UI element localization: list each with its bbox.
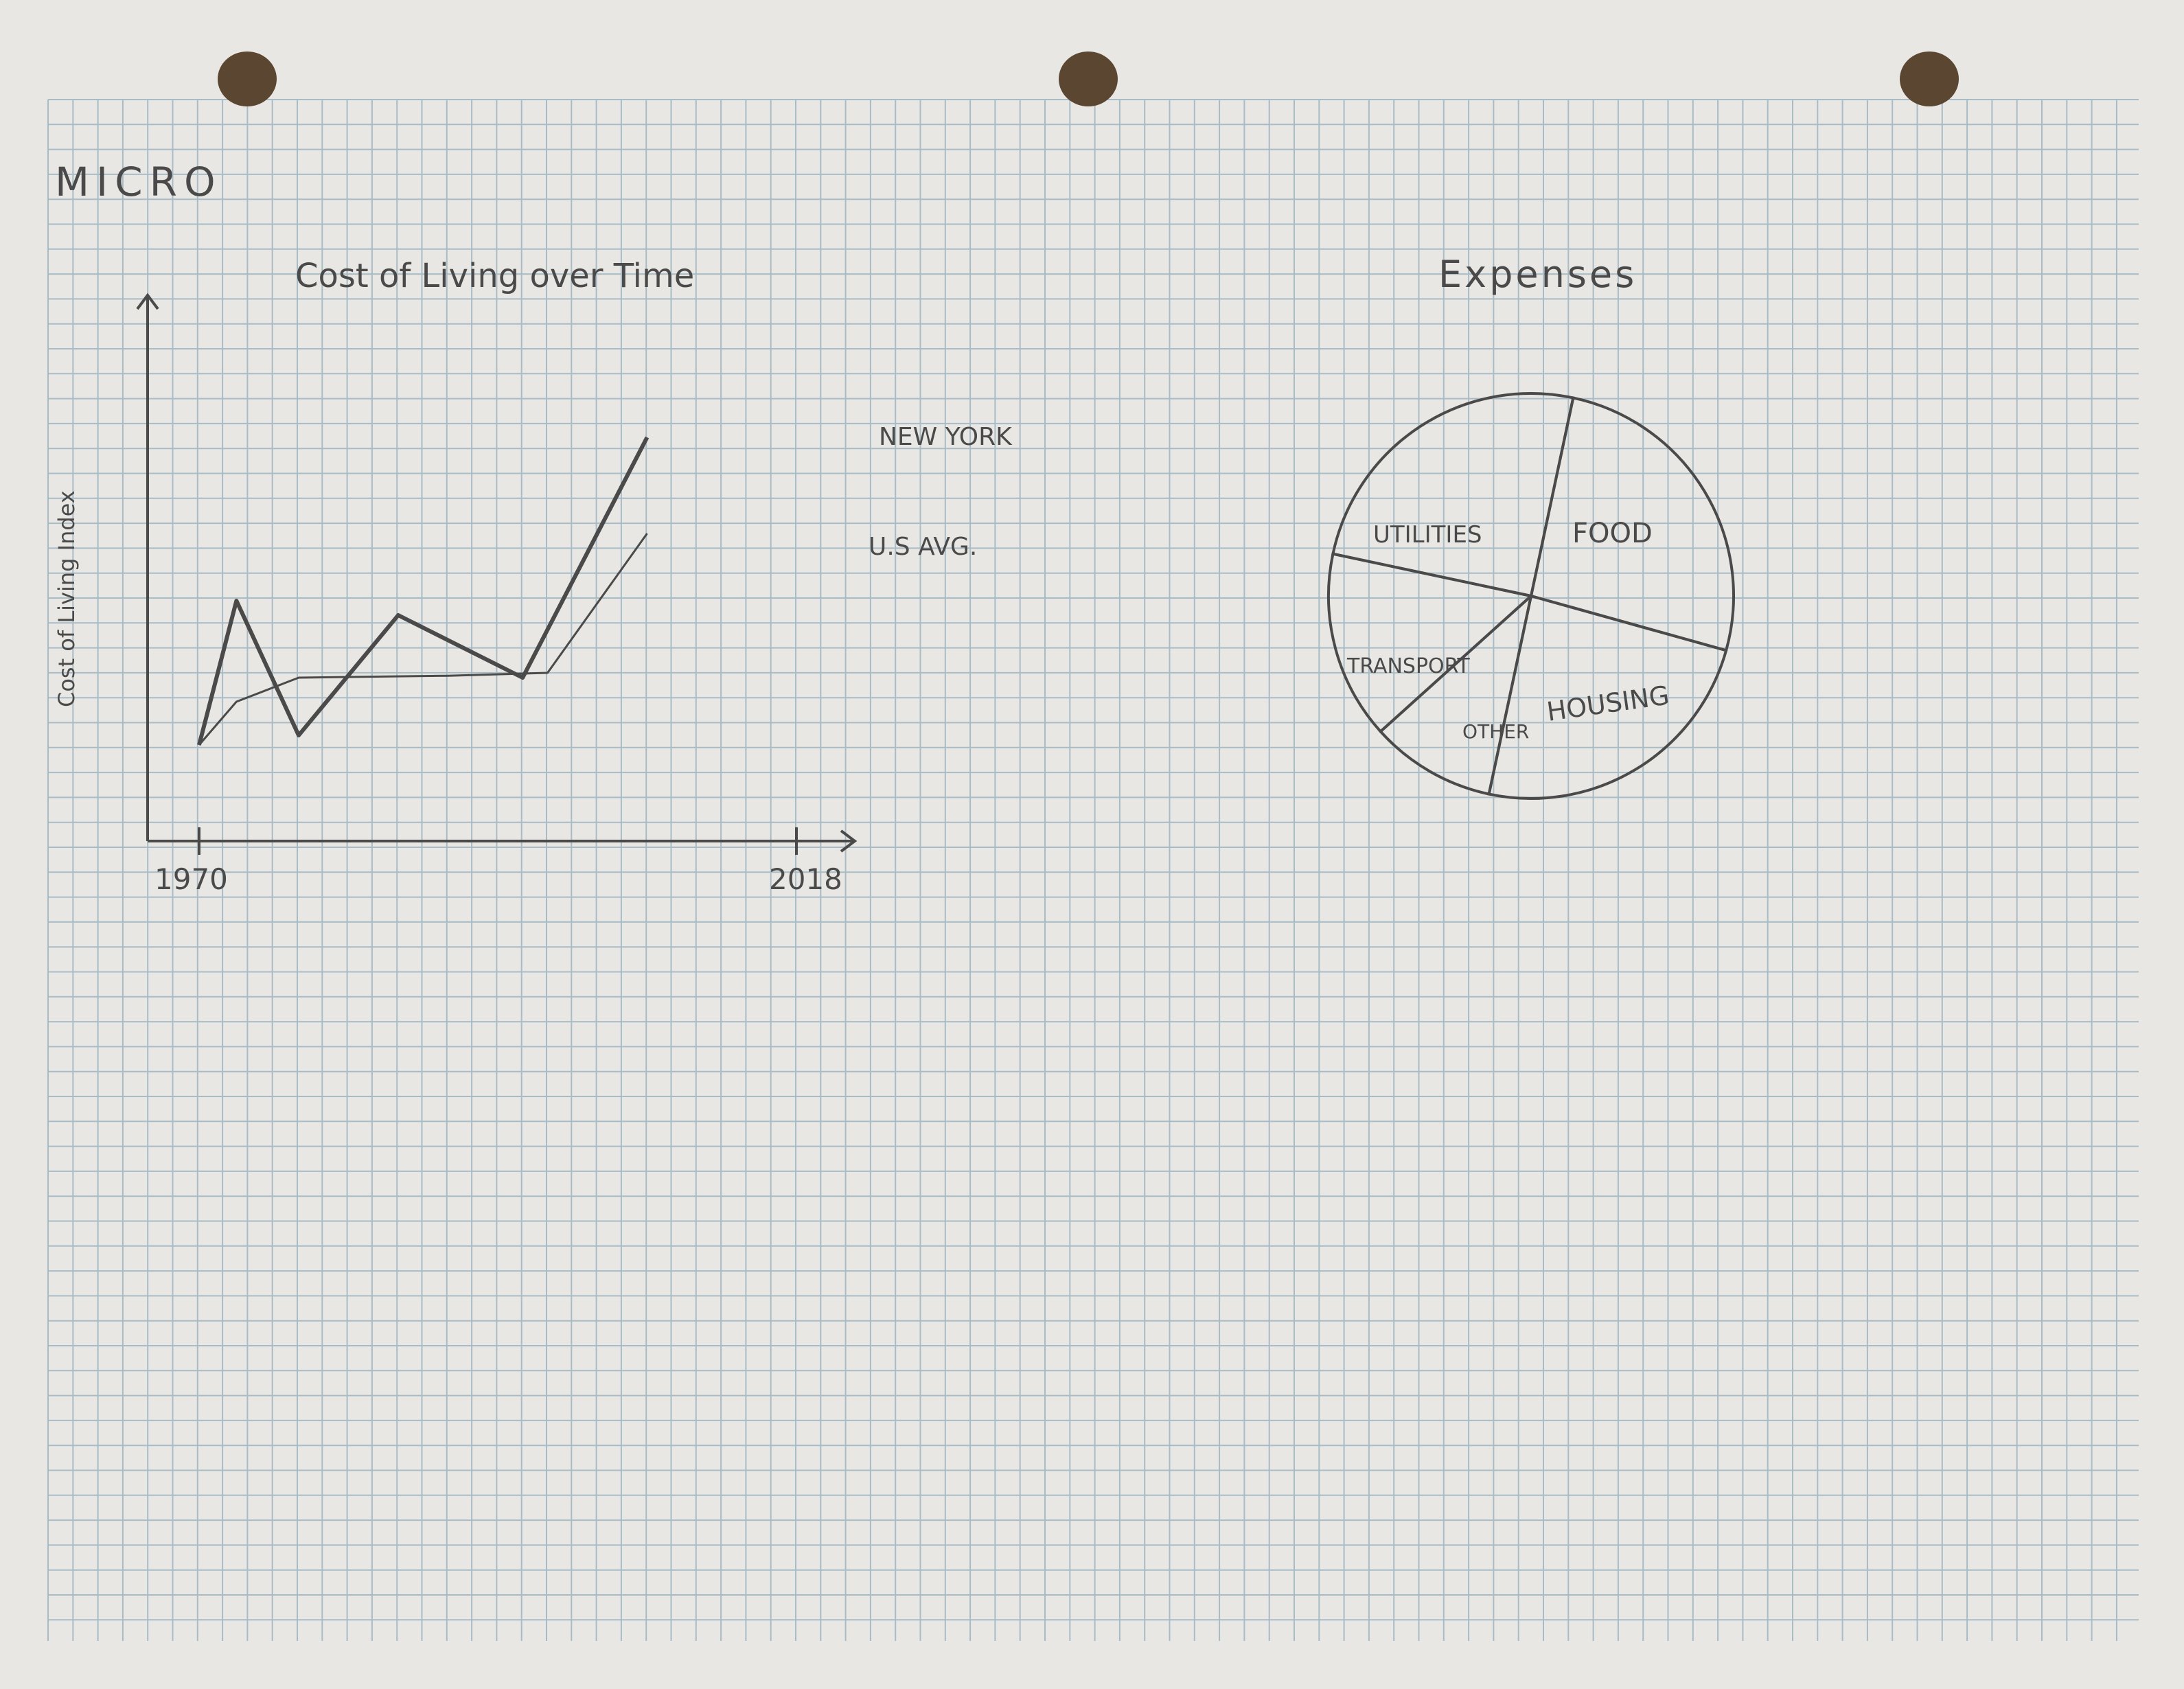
pie-slice-label: TRANSPORT <box>1346 654 1470 678</box>
pie-slice-housing <box>1487 594 1728 800</box>
page-heading: MICRO <box>55 159 222 205</box>
series-line-us-avg <box>198 533 648 746</box>
pie-slice-food <box>1529 396 1735 652</box>
graph-paper-grid <box>47 99 2139 1641</box>
pie-slice-other <box>1378 592 1534 796</box>
series-line-new-york <box>197 436 650 746</box>
line-chart-y-axis-label: Cost of Living Index <box>54 490 80 707</box>
x-tick-label: 2018 <box>769 862 842 896</box>
pie-slice-label: OTHER <box>1462 720 1529 743</box>
binder-hole <box>218 51 277 106</box>
pie-slice-label: UTILITIES <box>1373 521 1482 549</box>
pie-slice-transport <box>1327 552 1534 734</box>
series-label: NEW YORK <box>879 423 1013 451</box>
pie-slices <box>1327 392 1735 800</box>
series-label: U.S AVG. <box>869 533 977 561</box>
x-tick-label: 1970 <box>154 862 228 896</box>
line-chart-title: Cost of Living over Time <box>295 257 694 295</box>
pie-chart-title: Expenses <box>1438 253 1637 296</box>
pie-slice-label: FOOD <box>1572 518 1653 549</box>
binder-hole <box>1900 51 1959 106</box>
x-axis-arrow <box>840 829 858 853</box>
pie-slice-utilities <box>1331 392 1575 598</box>
line-chart: Cost of Living over Time Cost of Living … <box>54 257 1013 896</box>
binder-hole <box>1059 51 1118 106</box>
series-lines <box>197 436 650 746</box>
y-axis-arrow <box>136 292 159 310</box>
binder-holes <box>218 51 1959 106</box>
